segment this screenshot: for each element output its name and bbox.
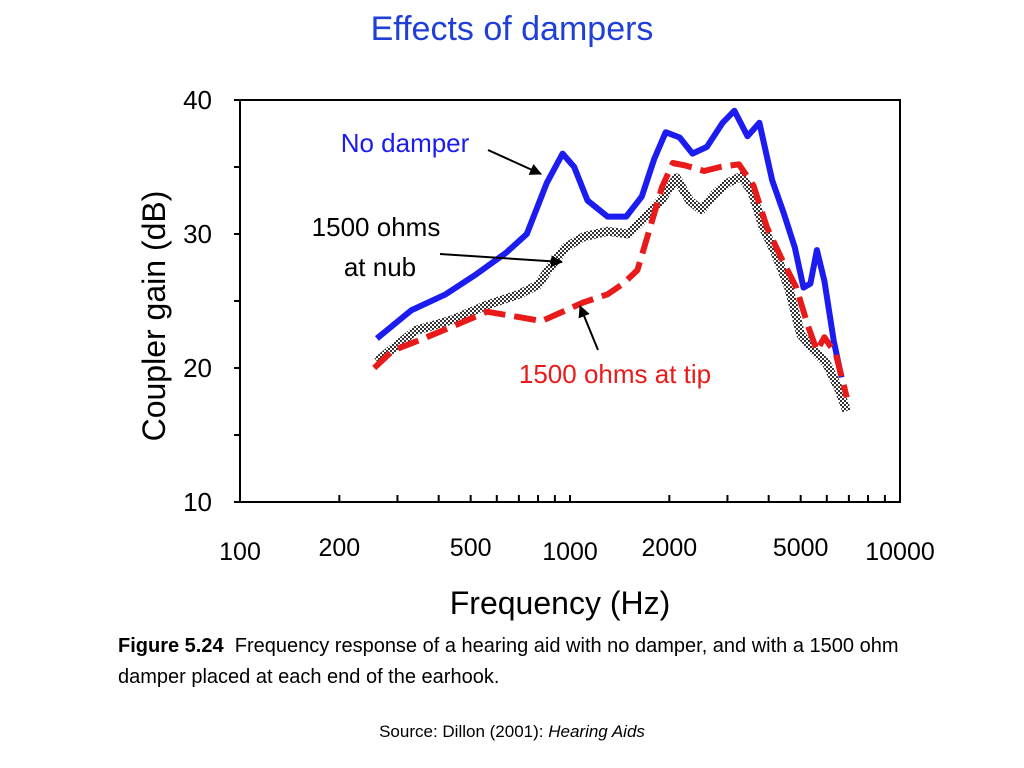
x-tick-label: 5000 [773,534,829,562]
annotation-no-damper: No damper [341,128,470,158]
figure-caption: Figure 5.24 Frequency response of a hear… [118,631,938,693]
source-citation: Source: Dillon (2001): Hearing Aids [0,722,1024,742]
annotation-tip: 1500 ohms at tip [519,359,711,389]
figure-caption-text: Frequency response of a hearing aid with… [118,635,899,688]
y-tick-label: 10 [183,487,212,517]
annotation-nub-line1: 1500 ohms [312,212,441,242]
annotation-nub-line2: at nub [344,252,416,282]
x-tick-label: 500 [450,534,492,562]
y-axis-title: Coupler gain (dB) [136,191,172,442]
x-tick-label: 1000 [542,538,598,566]
figure-label: Figure 5.24 [118,635,224,657]
x-tick-label: 100 [219,538,261,566]
y-tick-label: 30 [183,219,212,249]
source-prefix: Source: Dillon (2001): [379,722,549,741]
slide-title: Effects of dampers [370,10,654,48]
annotation-arrow [439,253,563,268]
y-tick-label: 20 [183,353,212,383]
series-1500-ohms-at-tip-line [372,160,850,399]
source-book: Hearing Aids [548,722,645,741]
y-tick-label: 40 [183,85,212,115]
x-tick-label: 2000 [642,534,698,562]
x-tick-label: 200 [318,534,360,562]
series-1500-ohms-at-nub-line [374,171,852,413]
frequency-response-chart: 10 20 30 40 100 200 500 1000 2000 5000 10000 Freque… [136,85,935,621]
x-axis-title: Frequency (Hz) [450,585,671,621]
annotation-arrow [578,305,599,351]
annotation-arrow [487,149,542,175]
x-tick-label: 10000 [865,538,935,566]
series-no-damper-line [374,107,845,379]
